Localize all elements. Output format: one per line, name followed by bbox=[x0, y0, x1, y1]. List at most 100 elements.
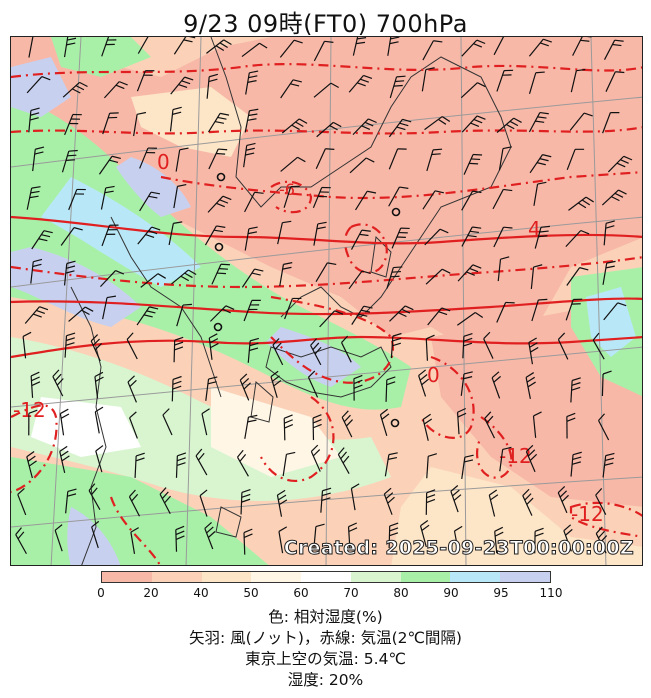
wind-barb bbox=[422, 190, 444, 210]
tokyo-humidity: 湿度: 20% bbox=[287, 671, 364, 689]
wind-barb bbox=[277, 220, 292, 245]
wind-barb bbox=[103, 81, 128, 99]
legend-wind-temp: 矢羽: 風(ノット)，赤線: 気温(2℃間隔) bbox=[189, 629, 462, 647]
wind-barb bbox=[601, 189, 627, 206]
wind-barb bbox=[279, 39, 303, 58]
wind-barb bbox=[63, 260, 76, 286]
wind-barb bbox=[240, 489, 251, 515]
wind-barb bbox=[175, 525, 185, 552]
wind-barb bbox=[130, 527, 139, 554]
wind-barb bbox=[418, 369, 430, 397]
wind-barb bbox=[426, 148, 443, 172]
colorbar-tick-label: 110 bbox=[539, 586, 563, 600]
wind-barb bbox=[280, 79, 302, 99]
wind-barb bbox=[386, 266, 403, 289]
wind-barb bbox=[173, 336, 184, 363]
wind-barb bbox=[26, 450, 37, 479]
station-markers bbox=[213, 172, 401, 428]
wind-barb bbox=[206, 73, 219, 99]
wind-barb bbox=[532, 411, 542, 438]
wind-barb bbox=[313, 221, 327, 246]
wind-barb bbox=[462, 332, 473, 359]
wind-barb bbox=[461, 190, 482, 211]
wind-barb bbox=[390, 332, 402, 359]
wind-barb bbox=[384, 452, 398, 477]
wind-barb bbox=[522, 488, 534, 516]
wind-barb bbox=[569, 112, 593, 131]
wind-barb bbox=[88, 483, 101, 510]
wind-barb bbox=[525, 444, 538, 473]
wind-barb bbox=[603, 39, 624, 60]
wind-barb bbox=[528, 71, 545, 95]
wind-barb bbox=[460, 371, 473, 396]
wind-barb bbox=[173, 183, 187, 209]
wind-barb bbox=[313, 82, 339, 98]
wind-barb bbox=[534, 527, 544, 554]
wind-barb bbox=[90, 334, 102, 362]
wind-barb bbox=[531, 298, 548, 322]
wind-barb bbox=[352, 118, 377, 136]
wind-barb bbox=[350, 229, 371, 250]
wind-barb bbox=[528, 111, 549, 133]
wind-barb bbox=[483, 331, 494, 359]
wind-barb bbox=[463, 153, 483, 175]
wind-barb bbox=[422, 413, 433, 441]
wind-barb bbox=[91, 520, 100, 549]
wind-barb bbox=[101, 224, 119, 247]
wind-barb bbox=[387, 37, 400, 56]
wind-barb bbox=[100, 185, 115, 210]
station-marker bbox=[391, 207, 401, 217]
wind-barb bbox=[129, 411, 138, 439]
wind-barb bbox=[351, 305, 373, 325]
wind-barb bbox=[101, 37, 117, 57]
wind-barb bbox=[62, 81, 88, 98]
wind-barb bbox=[28, 409, 38, 436]
wind-barb bbox=[22, 331, 32, 359]
wind-barb bbox=[530, 264, 543, 290]
wind-barb bbox=[572, 37, 592, 56]
wind-barb bbox=[207, 195, 232, 213]
wind-barb bbox=[279, 262, 293, 287]
contour-label: 0 bbox=[157, 150, 170, 174]
colorbar-segment bbox=[251, 572, 302, 582]
wind-barb bbox=[388, 186, 409, 207]
wind-barb bbox=[59, 445, 70, 473]
wind-barb bbox=[204, 225, 226, 246]
wind-barb bbox=[424, 228, 449, 246]
wind-barb bbox=[60, 227, 83, 246]
wind-barb bbox=[128, 489, 141, 517]
wind-barb bbox=[171, 375, 182, 402]
wind-barbs bbox=[15, 37, 633, 555]
wind-barb bbox=[341, 335, 352, 363]
wind-barb bbox=[15, 527, 27, 555]
colorbar-ticks: 0 20 40 50 60 70 80 90 95 110 bbox=[97, 586, 562, 602]
wind-barb bbox=[496, 301, 515, 323]
wind-barb bbox=[602, 260, 616, 285]
wind-barb bbox=[52, 369, 64, 397]
wind-barb bbox=[426, 453, 437, 479]
wind-barb bbox=[419, 520, 430, 548]
wind-barb bbox=[355, 190, 377, 211]
wind-barb bbox=[94, 371, 104, 399]
wind-barb bbox=[245, 70, 259, 95]
wind-barb bbox=[126, 332, 138, 360]
contour-label: -12 bbox=[571, 502, 604, 526]
wind-barb bbox=[316, 121, 342, 138]
wind-barb bbox=[557, 332, 569, 360]
wind-barb bbox=[205, 376, 218, 401]
colorbar-tick-label: 0 bbox=[97, 586, 105, 600]
wind-barb bbox=[139, 191, 161, 212]
wind-barb bbox=[456, 407, 467, 435]
wind-barb bbox=[140, 273, 166, 288]
wind-barb bbox=[127, 375, 137, 403]
wind-barb bbox=[32, 146, 45, 172]
wind-barb bbox=[425, 489, 436, 515]
wind-barb bbox=[175, 147, 189, 172]
wind-barb bbox=[347, 522, 358, 549]
wind-barb bbox=[136, 70, 155, 92]
contour-labels: 0 -6 4 0 -12 -12 -12 bbox=[13, 150, 604, 526]
wind-barb bbox=[605, 71, 625, 92]
wind-barb bbox=[199, 489, 208, 517]
wind-barb bbox=[278, 526, 288, 554]
wind-barb bbox=[63, 37, 77, 58]
